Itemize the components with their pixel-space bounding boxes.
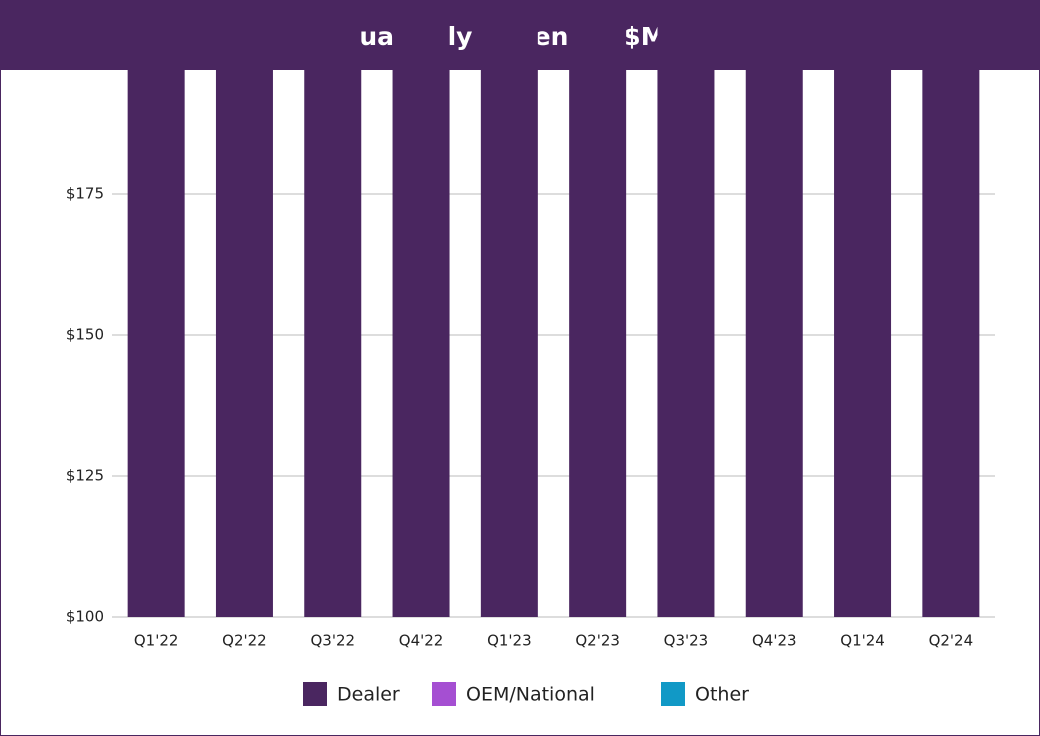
legend-label: Other (695, 684, 749, 706)
bar-segment (127, 0, 185, 618)
bar-segment (657, 0, 715, 618)
bar-segment (922, 0, 980, 617)
legend-label: OEM/National (466, 684, 595, 706)
x-tick-label: Q3'23 (664, 632, 709, 650)
bar-segment (392, 0, 450, 617)
y-tick-label: $175 (66, 185, 104, 203)
x-tick-label: Q4'23 (752, 632, 797, 650)
bar-segment (215, 0, 273, 618)
x-tick-label: Q1'24 (840, 632, 885, 650)
legend-swatch (432, 682, 456, 706)
legend-swatch (661, 682, 685, 706)
bar-segment (304, 0, 362, 618)
x-tick-label: Q1'22 (134, 632, 179, 650)
bar-segment (745, 0, 803, 617)
y-tick-label: $125 (66, 467, 104, 485)
bar-segment (834, 0, 892, 617)
legend-swatch (303, 682, 327, 706)
bar-segment (480, 0, 538, 618)
x-tick-label: Q4'22 (399, 632, 444, 650)
x-tick-label: Q2'22 (222, 632, 267, 650)
x-tick-label: Q1'23 (487, 632, 532, 650)
y-tick-label: $100 (66, 608, 104, 626)
legend-label: Dealer (337, 684, 400, 706)
y-tick-label: $150 (66, 326, 104, 344)
x-tick-label: Q2'23 (575, 632, 620, 650)
x-tick-label: Q3'22 (310, 632, 355, 650)
bar-segment (569, 0, 627, 617)
x-tick-label: Q2'24 (929, 632, 974, 650)
